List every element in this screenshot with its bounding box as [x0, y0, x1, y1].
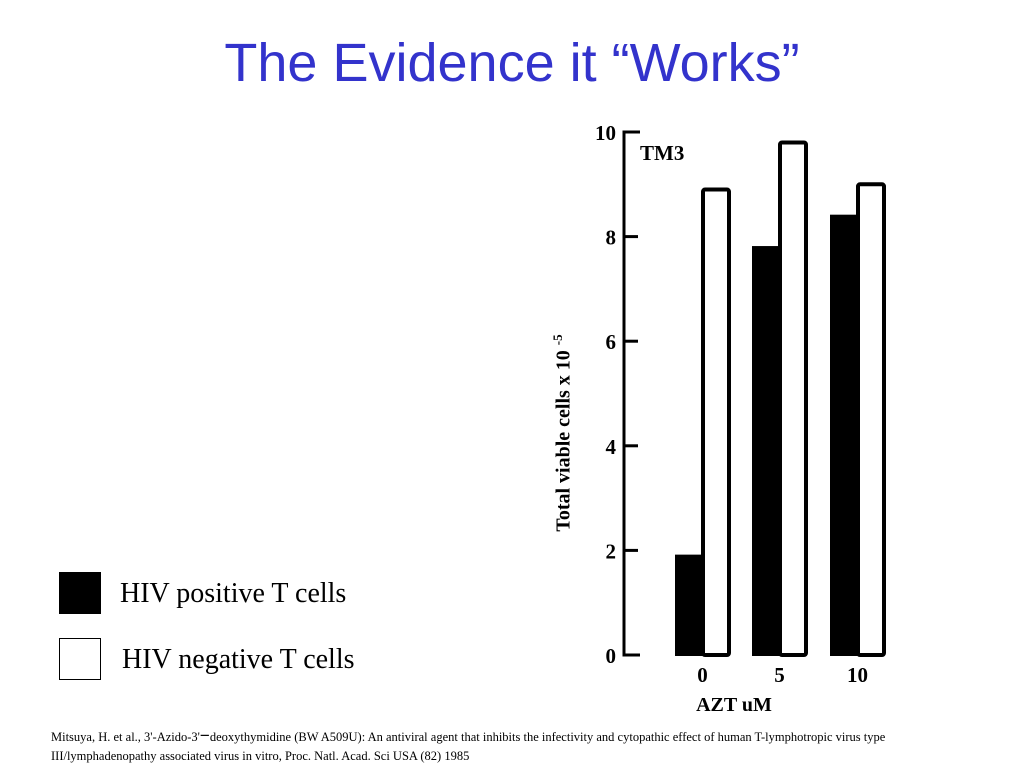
bar-hiv-negative-5	[778, 140, 808, 657]
citation-dash: −	[199, 726, 210, 745]
legend-label-hiv-positive: HIV positive T cells	[120, 578, 347, 609]
y-tick-label-4: 4	[606, 435, 617, 459]
x-tick-label-10: 10	[847, 663, 868, 687]
panel-label: TM3	[640, 141, 684, 165]
y-tick-label-2: 2	[606, 539, 617, 563]
y-tick-label-0: 0	[606, 644, 617, 668]
y-tick-label-6: 6	[606, 330, 617, 354]
x-tick-label-0: 0	[697, 663, 708, 687]
y-tick-label-10: 10	[595, 121, 616, 145]
bar-chart: 0 2 4 6 8 10 TM3 0 5 10	[595, 121, 886, 687]
legend-swatch-hiv-negative	[59, 638, 101, 680]
x-tick-label-5: 5	[774, 663, 785, 687]
citation-text-end: deoxythymidine (BW A509U): An antiviral …	[51, 730, 886, 763]
x-axis-title: AZT uM	[696, 694, 772, 716]
bar-hiv-positive-5	[752, 246, 780, 656]
legend-label-hiv-negative: HIV negative T cells	[122, 644, 355, 675]
y-tick-label-8: 8	[606, 226, 617, 250]
bar-hiv-negative-0	[701, 187, 731, 657]
citation-text-start: Mitsuya, H. et al., 3'-Azido-3'	[51, 730, 200, 744]
legend-swatch-hiv-positive	[59, 572, 101, 614]
bar-hiv-negative-10	[856, 182, 886, 658]
bar-hiv-positive-0	[675, 554, 703, 657]
y-axis-line	[622, 130, 640, 657]
bar-hiv-positive-10	[830, 214, 858, 657]
citation: Mitsuya, H. et al., 3'-Azido-3'−deoxythy…	[51, 726, 981, 766]
slide-title: The Evidence it “Works”	[224, 33, 800, 93]
